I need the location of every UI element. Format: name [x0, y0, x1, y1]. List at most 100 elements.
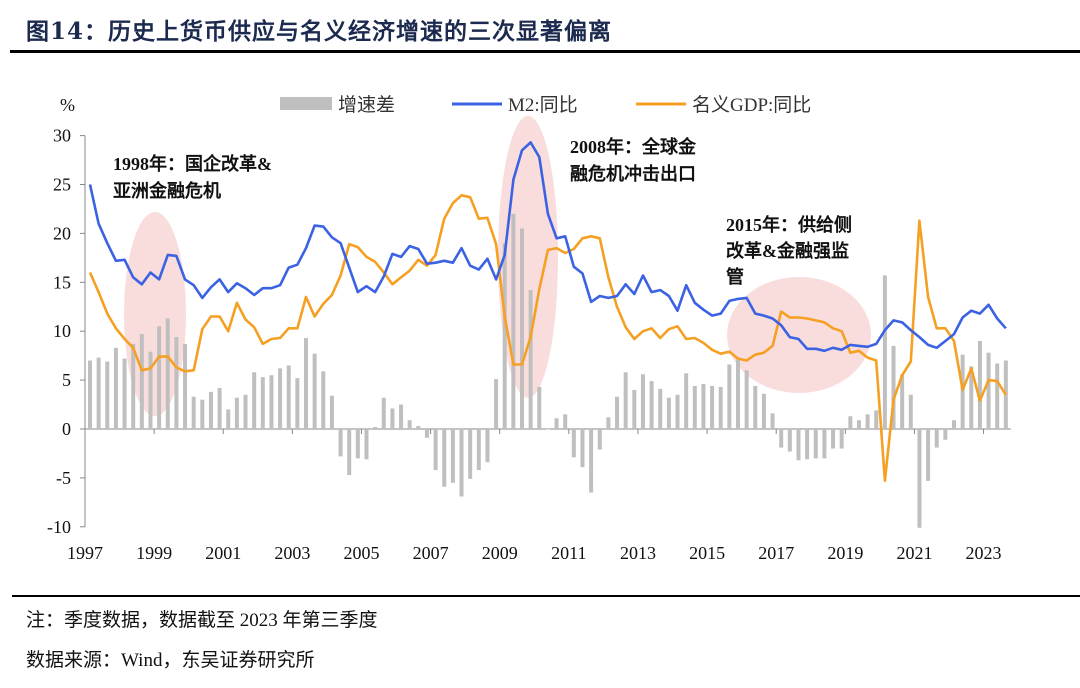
bar-diff — [865, 414, 870, 429]
bar-diff — [615, 396, 620, 429]
bar-diff — [606, 417, 611, 429]
x-tick-label: 2021 — [896, 543, 932, 563]
bar-diff — [88, 360, 92, 429]
bar-diff — [658, 388, 663, 429]
bar-series-diff — [88, 213, 1008, 528]
bar-diff — [744, 370, 749, 429]
bar-diff — [200, 399, 205, 429]
bar-diff — [373, 427, 378, 429]
bar-diff — [468, 429, 473, 479]
annotation-2015-line2: 改革&金融强监 — [726, 240, 849, 261]
bar-diff — [278, 368, 283, 429]
bar-diff — [148, 351, 153, 429]
y-tick-label: -10 — [47, 517, 71, 537]
bar-diff — [476, 429, 481, 471]
bar-diff — [295, 378, 300, 429]
annotation-1998-line1: 1998年：国企改革& — [113, 153, 272, 174]
bar-diff — [183, 343, 188, 429]
bar-diff — [208, 391, 213, 429]
x-tick-label: 2007 — [413, 543, 449, 563]
bar-diff — [675, 394, 680, 429]
bar-diff — [485, 429, 490, 463]
bar-diff — [589, 429, 594, 493]
bar-diff — [692, 385, 697, 429]
bar-diff — [338, 429, 343, 457]
bar-diff — [433, 429, 438, 471]
bar-diff — [908, 394, 913, 429]
bar-diff — [217, 387, 222, 429]
bar-diff — [770, 413, 775, 429]
legend-label-diff: 增速差 — [338, 94, 395, 116]
bar-diff — [260, 377, 265, 429]
x-tick-label: 2017 — [758, 543, 794, 563]
annotations: 1998年：国企改革& 亚洲金融危机 2008年：全球金 融危机冲击出口 201… — [113, 136, 852, 287]
title-divider — [10, 50, 1080, 53]
x-tick-label: 2013 — [620, 543, 656, 563]
highlight-2015 — [727, 277, 871, 393]
bar-diff — [442, 429, 447, 487]
bar-diff — [174, 337, 179, 429]
highlight-2008 — [498, 116, 558, 398]
bar-diff — [882, 275, 887, 429]
bar-diff — [545, 429, 550, 430]
bar-diff — [165, 318, 170, 429]
bar-diff — [649, 381, 654, 429]
bar-diff — [891, 345, 896, 429]
bar-diff — [520, 228, 524, 429]
annotation-1998-line2: 亚洲金融危机 — [113, 180, 221, 201]
bar-diff — [554, 418, 559, 429]
bar-diff — [269, 375, 274, 429]
x-tick-label: 2001 — [205, 543, 241, 563]
bar-diff — [623, 372, 628, 429]
bar-diff — [960, 354, 965, 429]
bar-diff — [727, 364, 732, 429]
bar-diff — [684, 373, 689, 429]
bar-diff — [528, 290, 533, 429]
footer-source: 数据来源：Wind，东吴证券研究所 — [26, 650, 315, 671]
bar-diff — [96, 357, 101, 429]
bar-diff — [805, 429, 810, 460]
bar-diff — [157, 326, 162, 429]
x-tick-label: 2011 — [551, 543, 586, 563]
bar-diff — [390, 408, 395, 429]
bar-diff — [856, 420, 861, 429]
footer-note: 注：季度数据，数据截至 2023 年第三季度 — [26, 610, 378, 631]
bar-diff — [710, 385, 715, 429]
bar-diff — [502, 243, 507, 429]
bar-diff — [580, 429, 585, 468]
bar-diff — [122, 358, 127, 429]
bar-diff — [701, 384, 706, 429]
bar-diff — [286, 365, 291, 429]
annotation-2015-line1: 2015年：供给侧 — [726, 214, 852, 235]
bar-diff — [779, 429, 784, 448]
bar-diff — [848, 416, 853, 429]
bar-diff — [407, 420, 412, 429]
bar-diff — [787, 429, 792, 452]
bar-diff — [986, 352, 991, 429]
annotation-2008-line1: 2008年：全球金 — [570, 136, 697, 157]
legend-label-gdp: 名义GDP:同比 — [692, 94, 811, 116]
bar-diff — [364, 429, 369, 460]
x-tick-label: 2019 — [827, 543, 863, 563]
bar-diff — [977, 340, 982, 429]
bar-diff — [640, 374, 645, 429]
bar-diff — [312, 353, 317, 429]
y-tick-label: 10 — [53, 321, 71, 341]
bar-diff — [934, 429, 939, 448]
bar-diff — [347, 429, 352, 475]
legend: 增速差 M2:同比 名义GDP:同比 — [280, 94, 811, 116]
annotation-2015-line3: 管 — [726, 266, 744, 287]
bar-diff — [943, 429, 948, 440]
y-tick-label: 25 — [53, 175, 71, 195]
footer-divider — [12, 595, 1080, 597]
bar-diff — [718, 386, 723, 429]
bar-diff — [874, 410, 879, 429]
bar-diff — [537, 386, 542, 429]
bar-diff — [321, 371, 326, 429]
bar-diff — [399, 404, 404, 429]
bar-diff — [952, 420, 956, 429]
bar-diff — [761, 393, 766, 429]
y-tick-label: 15 — [53, 272, 71, 292]
bar-diff — [736, 359, 740, 429]
